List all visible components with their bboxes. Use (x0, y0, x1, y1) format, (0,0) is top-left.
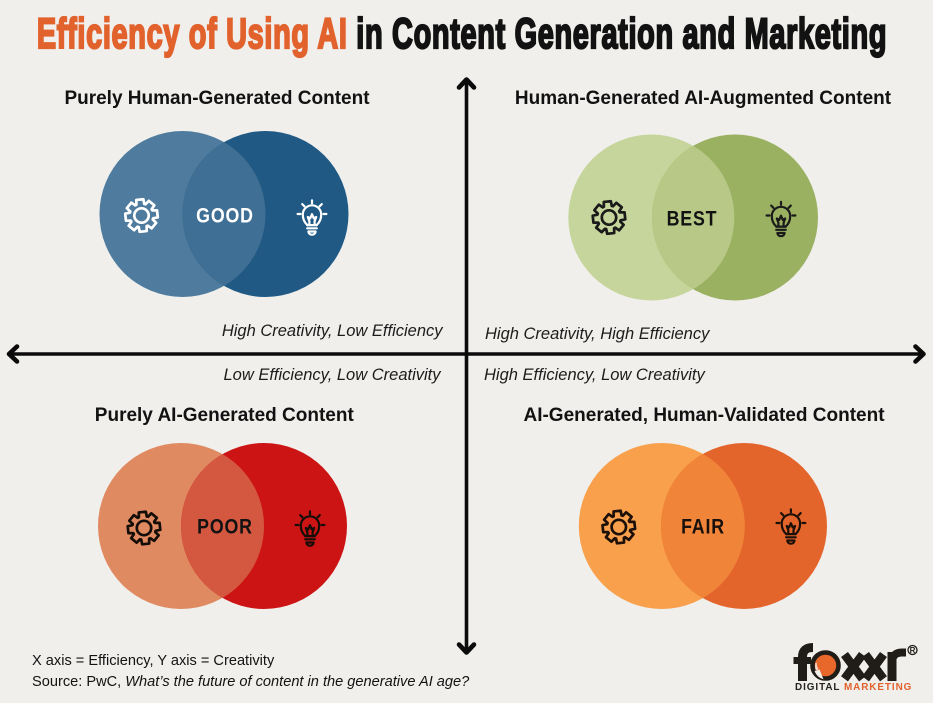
svg-text:DIGITAL MARKETING: DIGITAL MARKETING (795, 682, 912, 693)
svg-text:R: R (910, 646, 916, 655)
